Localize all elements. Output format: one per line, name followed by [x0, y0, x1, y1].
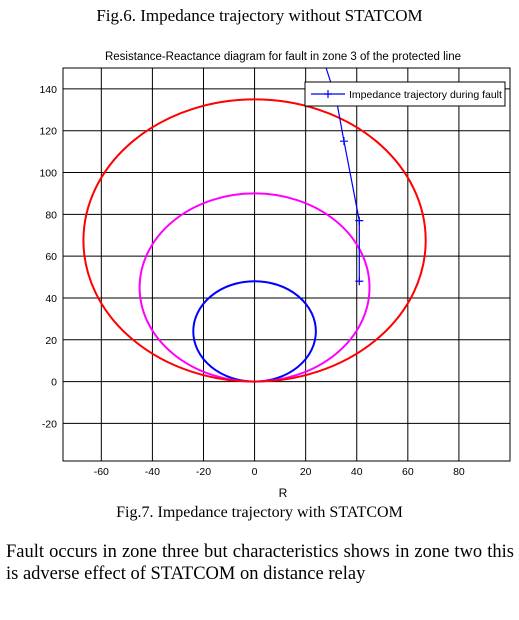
trajectory-marker: [339, 137, 348, 146]
rx-diagram-chart: Resistance-Reactance diagram for fault i…: [39, 51, 511, 500]
legend-label: Impedance trajectory during fault: [349, 89, 502, 101]
x-tick-label: 40: [351, 466, 363, 478]
y-tick-label: 100: [39, 168, 57, 180]
chart-title: Resistance-Reactance diagram for fault i…: [105, 51, 461, 63]
figure-6-caption: Fig.6. Impedance trajectory without STAT…: [96, 6, 423, 25]
y-tick-label: 140: [39, 84, 57, 96]
x-tick-label: -40: [145, 466, 160, 478]
y-tick-label: 20: [45, 335, 57, 347]
trajectory-marker: [355, 277, 364, 286]
y-tick-label: 0: [51, 377, 57, 389]
x-tick-label: 0: [252, 466, 258, 478]
legend-marker-sample: [324, 90, 332, 98]
figure-7-caption: Fig.7. Impedance trajectory with STATCOM: [116, 504, 403, 521]
y-tick-label: -20: [42, 418, 57, 430]
x-tick-label: -20: [196, 466, 211, 478]
x-tick-label: 20: [300, 466, 312, 478]
plot-frame: [62, 67, 511, 462]
x-tick-label: -60: [94, 466, 109, 478]
y-tick-label: 120: [39, 126, 57, 138]
y-tick-label: 40: [45, 293, 57, 305]
x-axis-label: R: [279, 486, 288, 500]
y-tick-label: 80: [45, 209, 57, 221]
x-tick-label: 60: [402, 466, 414, 478]
x-tick-label: 80: [453, 466, 465, 478]
body-paragraph: Fault occurs in zone three but character…: [6, 542, 514, 584]
y-tick-label: 60: [45, 251, 57, 263]
trajectory-marker: [355, 216, 364, 225]
plot-area: -60 -40 -20 0 20 40 60 80 -20 0 20 40 60 80 100 120 140 I…: [39, 67, 511, 478]
zone-3-circle: [82, 98, 427, 383]
